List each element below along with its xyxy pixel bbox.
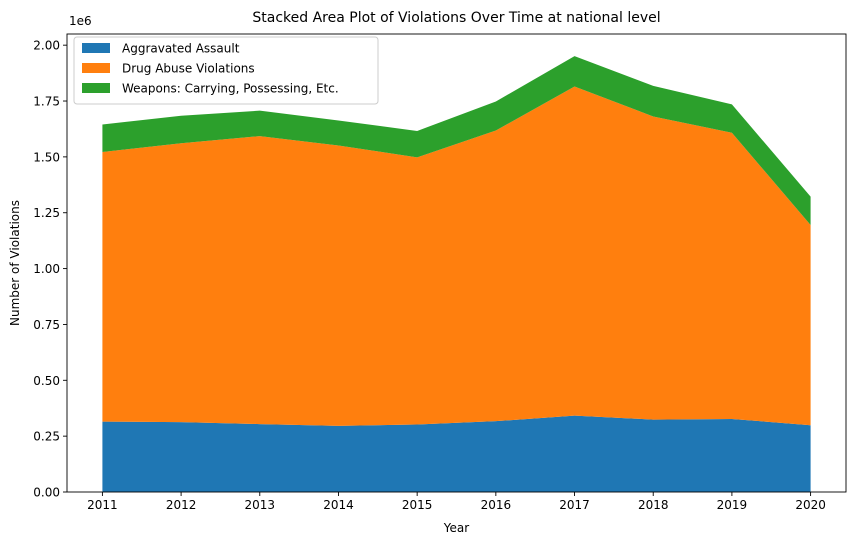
legend-label: Aggravated Assault bbox=[122, 42, 240, 56]
x-tick-label: 2017 bbox=[559, 498, 590, 512]
y-axis-offset-label: 1e6 bbox=[69, 14, 92, 28]
y-tick-label: 0.00 bbox=[33, 486, 60, 500]
legend-swatch bbox=[82, 83, 110, 93]
x-axis: 2011 2012 2013 2014 2015 2016 2017 2018 2019 2020 bbox=[87, 492, 826, 512]
legend: Aggravated Assault Drug Abuse Violations W… bbox=[73, 36, 379, 105]
x-tick-label: 2020 bbox=[795, 498, 826, 512]
x-tick-label: 2014 bbox=[323, 498, 354, 512]
x-axis-label: Year bbox=[443, 521, 469, 535]
y-axis-label: Number of Violations bbox=[8, 200, 22, 326]
area-series-3 bbox=[102, 56, 811, 226]
x-tick-label: 2018 bbox=[638, 498, 669, 512]
legend-label: Drug Abuse Violations bbox=[122, 62, 255, 76]
legend-swatch bbox=[82, 43, 110, 53]
y-tick-label: 0.50 bbox=[33, 374, 60, 388]
plot-frame bbox=[66, 33, 847, 493]
chart-title: Stacked Area Plot of Violations Over Tim… bbox=[252, 10, 660, 26]
area-series-1 bbox=[102, 415, 811, 492]
x-tick-label: 2013 bbox=[245, 498, 276, 512]
y-tick-label: 0.75 bbox=[33, 318, 60, 332]
x-tick-label: 2012 bbox=[166, 498, 197, 512]
y-tick-label: 0.25 bbox=[33, 430, 60, 444]
y-tick-label: 1.00 bbox=[33, 262, 60, 276]
x-tick-label: 2019 bbox=[717, 498, 748, 512]
area-series-2 bbox=[102, 86, 811, 426]
legend-box bbox=[73, 36, 379, 105]
x-tick-label: 2011 bbox=[87, 498, 118, 512]
legend-label: Weapons: Carrying, Possessing, Etc. bbox=[122, 82, 339, 96]
area-series-group bbox=[102, 56, 811, 492]
y-tick-label: 1.75 bbox=[33, 95, 60, 109]
x-tick-label: 2015 bbox=[402, 498, 433, 512]
y-tick-label: 1.50 bbox=[33, 150, 60, 164]
legend-swatch bbox=[82, 63, 110, 73]
x-tick-label: 2016 bbox=[481, 498, 512, 512]
y-axis: 0.00 0.25 0.50 0.75 1.00 1.25 1.50 1.75 2.00 bbox=[33, 39, 67, 500]
y-tick-label: 2.00 bbox=[33, 39, 60, 53]
y-tick-label: 1.25 bbox=[33, 206, 60, 220]
